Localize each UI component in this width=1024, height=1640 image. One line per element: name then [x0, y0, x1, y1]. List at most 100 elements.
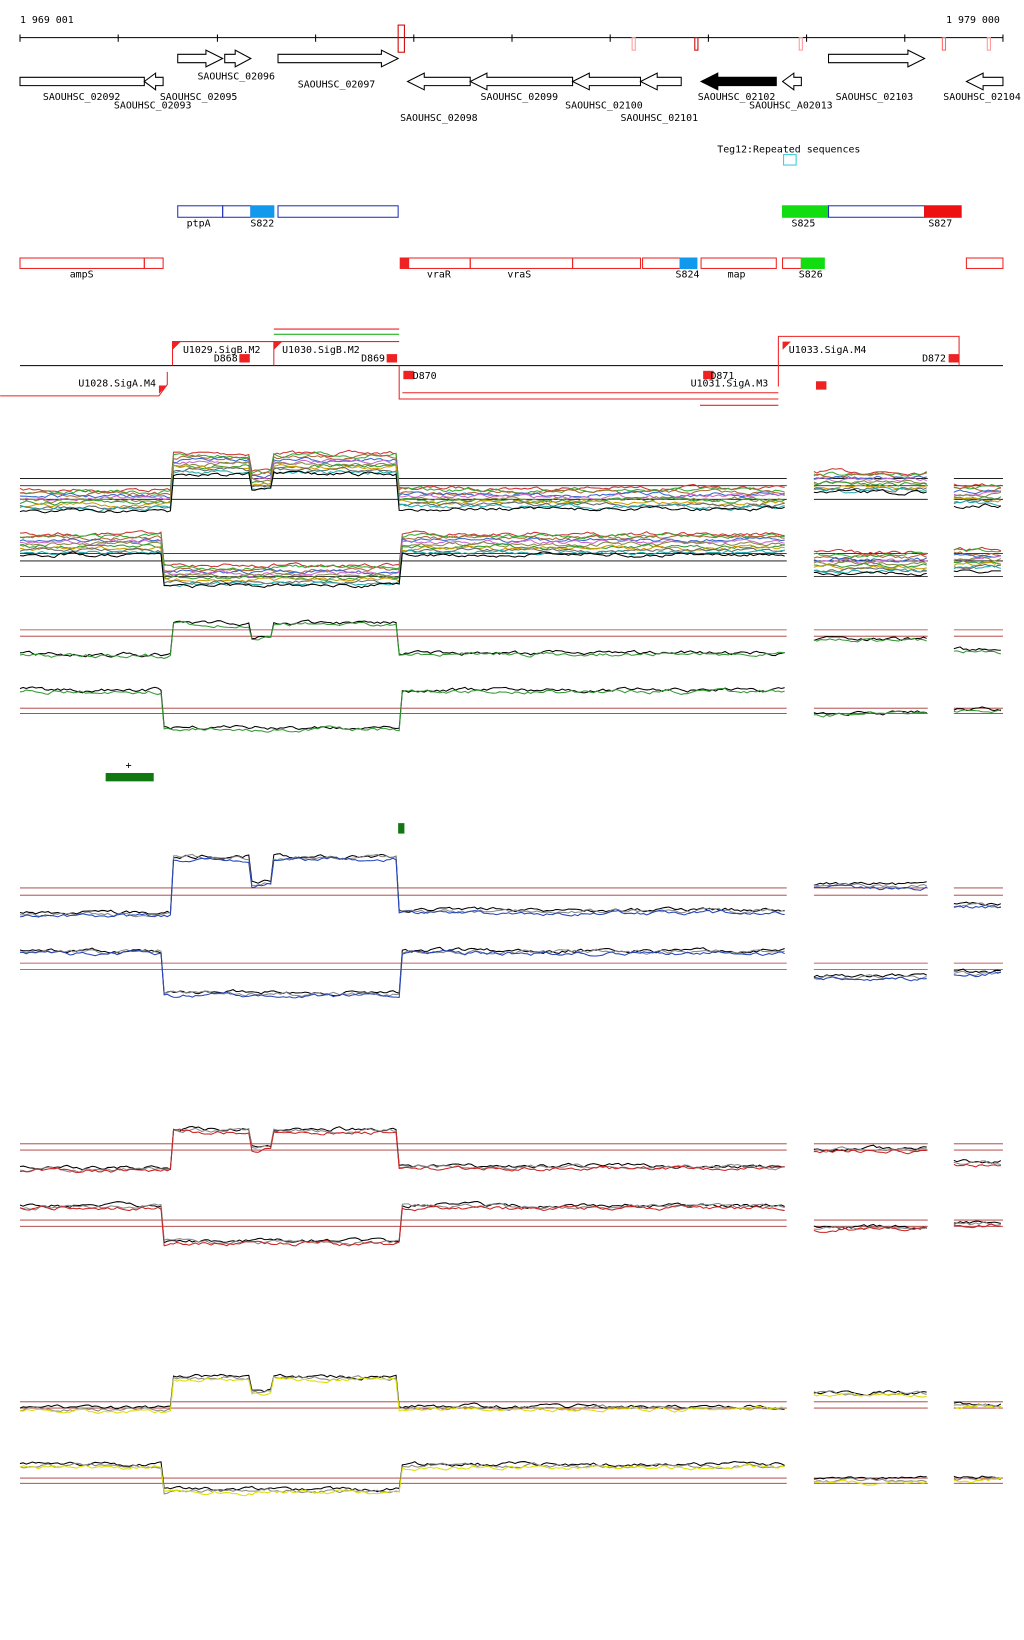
segment	[277, 205, 399, 218]
expression-curve	[953, 970, 1001, 976]
expression-curve	[19, 540, 785, 579]
promoter-label: U1033.SigA.M4	[789, 345, 867, 356]
promoter-box	[703, 370, 714, 380]
expression-curve	[953, 971, 1002, 978]
gene-arrow	[406, 72, 471, 91]
expression-curve	[19, 532, 785, 572]
segment-label: S827	[928, 219, 952, 230]
promoter-label: U1030.SigB.M2	[282, 345, 360, 356]
expression-curve	[19, 451, 785, 495]
expression-curve	[953, 551, 1001, 557]
feature-mark	[631, 37, 636, 51]
segment	[19, 257, 145, 269]
expression-curve	[953, 503, 1002, 510]
expression-curve	[19, 1460, 785, 1493]
expression-curve	[953, 708, 1002, 714]
gene-label: SAOUHSC_02102	[698, 92, 776, 103]
expression-curve	[19, 1462, 785, 1495]
promoter-label: D868	[214, 353, 238, 364]
expression-curve	[813, 568, 927, 574]
expression-curve	[813, 884, 927, 891]
expression-curve	[953, 489, 1002, 495]
gene-arrow	[699, 72, 777, 91]
segment-label: S824	[676, 270, 700, 281]
expression-curve	[19, 453, 785, 498]
promoter-line	[0, 371, 168, 397]
expression-curve	[813, 976, 927, 982]
expression-curve	[19, 470, 785, 514]
segment-label: map	[728, 270, 746, 281]
gene-label: SAOUHSC_02093	[114, 101, 192, 112]
expression-curve	[953, 485, 1001, 493]
expression-curve	[19, 458, 785, 502]
segment	[469, 257, 574, 269]
gene-arrow	[277, 49, 400, 68]
segment	[222, 205, 252, 218]
expression-curve	[19, 469, 785, 513]
promoter-label: U1031.SigA.M3	[691, 378, 769, 389]
expression-curve	[19, 686, 785, 730]
segment	[800, 257, 825, 269]
expression-curve	[813, 1477, 927, 1483]
segment	[965, 257, 1004, 269]
expression-curve	[813, 468, 927, 476]
expression-curve	[19, 620, 785, 659]
expression-curve	[953, 483, 1001, 488]
expression-curve	[953, 646, 1001, 652]
segment-label: vraR	[427, 270, 451, 281]
expression-curve	[19, 534, 785, 574]
gene-arrow	[143, 72, 164, 91]
expression-curve	[813, 637, 927, 643]
segment	[782, 205, 830, 218]
end-coordinate: 1 979 000	[946, 15, 1000, 26]
gene-label: SAOUHSC_02100	[565, 101, 643, 112]
segment	[700, 257, 777, 269]
gene-arrow	[177, 49, 224, 68]
segment-label: vraS	[507, 270, 531, 281]
expression-curve	[953, 1404, 1002, 1410]
expression-curve	[19, 687, 785, 733]
expression-curve	[813, 560, 927, 566]
gene-label: SAOUHSC_02097	[298, 80, 376, 91]
promoter-label: D869	[361, 353, 385, 364]
expression-curve	[19, 449, 785, 494]
expression-curve	[953, 905, 1001, 909]
expression-curve	[813, 486, 927, 493]
expression-curve	[813, 479, 927, 485]
marker-small	[398, 823, 405, 834]
expression-curve	[19, 1125, 785, 1171]
gene-arrow	[781, 72, 802, 91]
expression-curve	[813, 480, 927, 487]
segment	[827, 205, 926, 218]
gene-label: SAOUHSC_02103	[836, 92, 914, 103]
segment	[572, 257, 642, 269]
segment	[642, 257, 681, 269]
expression-curve	[953, 556, 1002, 562]
expression-curve	[813, 881, 927, 886]
segment	[143, 257, 164, 269]
segment	[924, 205, 962, 218]
gene-arrow	[827, 49, 926, 68]
expression-curve	[19, 464, 785, 508]
promoter-box	[403, 370, 414, 380]
expression-curve	[953, 561, 1002, 566]
promoter-box	[239, 354, 250, 363]
promoter-label: U1028.SigA.M4	[78, 378, 156, 389]
expression-curve	[19, 537, 785, 575]
expression-curve	[19, 1373, 785, 1410]
expression-curve	[813, 553, 927, 561]
expression-curve	[953, 650, 1002, 655]
expression-curve	[953, 497, 1002, 503]
expression-curve	[19, 1375, 785, 1412]
gene-label: SAOUHSC_02095	[160, 92, 238, 103]
expression-curve	[953, 569, 1001, 574]
expression-curve	[19, 853, 785, 916]
expression-curve	[19, 856, 785, 918]
promoter-label: D870	[413, 371, 437, 382]
promoter-flag	[782, 341, 791, 350]
expression-curve	[813, 1392, 927, 1398]
expression-curve	[953, 491, 1002, 498]
segment	[782, 257, 802, 269]
